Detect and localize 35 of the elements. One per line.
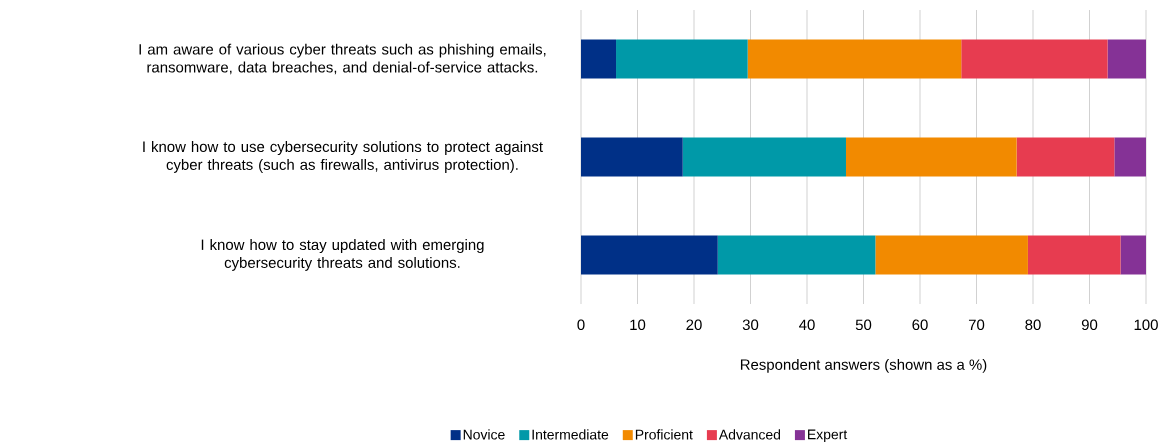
bar	[616, 39, 748, 79]
y-tick-label: I know how to use cybersecurity solutions to protect against cyber threats (such as firewalls, antivirus protection).	[143, 141, 543, 173]
bar	[1016, 137, 1115, 177]
bar	[1120, 235, 1147, 275]
x-tick-label: 0	[577, 319, 585, 331]
x-tick-label: 80	[1025, 319, 1041, 331]
bar	[581, 39, 617, 79]
legend-label: Proficient	[635, 429, 693, 440]
x-tick-label: 20	[686, 319, 702, 331]
bar	[845, 137, 1017, 177]
bar	[747, 39, 962, 79]
bar	[717, 235, 876, 275]
bar	[1027, 235, 1121, 275]
x-tick-label: 60	[912, 319, 928, 331]
x-tick-label: 100	[1134, 319, 1158, 331]
bar	[581, 235, 718, 275]
bar	[1114, 137, 1147, 177]
bar	[1107, 39, 1147, 79]
y-tick-label: I am aware of various cyber threats such as phishing emails, ransomware, data breaches, and denial-of-service attacks.	[139, 43, 546, 75]
legend-label: Novice	[463, 429, 505, 440]
x-tick-label: 90	[1081, 319, 1098, 331]
bar	[581, 137, 683, 177]
x-tick-label: 50	[855, 319, 872, 331]
bar	[682, 137, 846, 177]
legend-label: Expert	[808, 429, 848, 443]
bar	[961, 39, 1108, 79]
legend-label: Intermediate	[532, 429, 609, 440]
legend-label: Advanced	[718, 429, 781, 440]
bar	[875, 235, 1028, 275]
x-tick-label: 70	[968, 319, 985, 331]
x-tick-label: 10	[630, 319, 646, 331]
x-tick-label: 30	[742, 319, 759, 331]
x-tick-label: 40	[799, 319, 815, 331]
y-tick-label: I know how to stay updated with emerging cybersecurity threats and solutions.	[201, 239, 484, 271]
x-axis-title: Respondent answers (shown as a %)	[740, 358, 987, 373]
